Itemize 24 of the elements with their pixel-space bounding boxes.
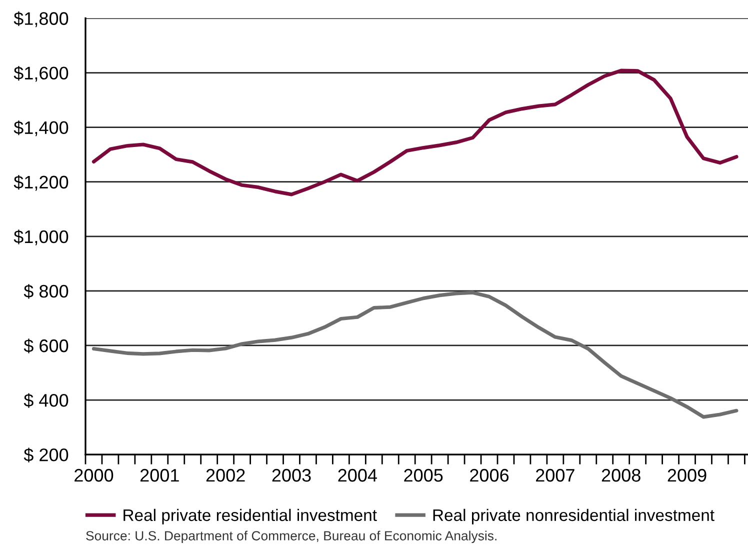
x-tick-label: 2001 bbox=[140, 468, 179, 482]
x-tick-label: 2007 bbox=[536, 468, 574, 482]
y-tick-label: $1,600 bbox=[14, 66, 68, 82]
x-tick-label: 2000 bbox=[74, 468, 114, 482]
x-tick-label: 2004 bbox=[338, 468, 377, 482]
y-tick-label: $ 400 bbox=[24, 393, 68, 408]
source-note: Source: U.S. Department of Commerce, Bureau of Economic Analysis. bbox=[86, 530, 496, 544]
y-tick-label: $1,400 bbox=[14, 120, 68, 136]
x-tick-label: 2006 bbox=[470, 468, 509, 482]
y-tick-label: $1,800 bbox=[14, 11, 68, 28]
y-tick-label: $1,200 bbox=[14, 175, 68, 191]
line-series bbox=[92, 290, 738, 419]
x-tick-label: 2009 bbox=[668, 468, 706, 482]
x-tick-label: 2003 bbox=[272, 468, 311, 482]
x-tick-label: 2008 bbox=[602, 468, 640, 482]
y-tick-label: $ 800 bbox=[24, 284, 68, 299]
y-tick-label: $1,000 bbox=[14, 230, 68, 246]
line-series bbox=[92, 68, 738, 196]
x-tick-label: 2002 bbox=[206, 468, 245, 482]
legend-label: Real private residential investment bbox=[124, 508, 377, 524]
y-tick-label: $ 200 bbox=[24, 448, 68, 462]
x-tick-label: 2005 bbox=[404, 468, 443, 482]
legend-label: Real private nonresidential investment bbox=[433, 508, 714, 524]
y-tick-label: $ 600 bbox=[24, 338, 68, 354]
